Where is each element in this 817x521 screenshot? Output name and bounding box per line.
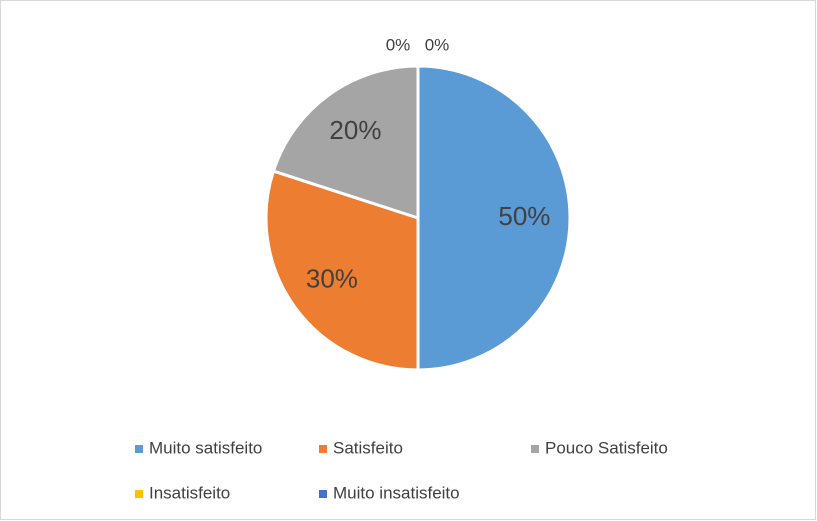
data-label: 50% [498,201,550,231]
pie-slice [416,64,572,372]
legend-label: Muito insatisfeito [333,483,460,502]
legend-swatch [319,445,327,453]
legend-label: Insatisfeito [149,483,230,502]
legend-label: Muito satisfeito [149,438,262,457]
pie-slice [264,169,420,372]
data-label: 20% [329,115,381,145]
data-label: 0% [386,35,411,54]
pie-slice [271,64,420,221]
legend-swatch [135,445,143,453]
data-label: 30% [306,263,358,293]
legend-swatch [135,490,143,498]
legend-swatch [531,445,539,453]
legend-swatch [319,490,327,498]
data-label: 0% [425,35,450,54]
legend-label: Satisfeito [333,438,403,457]
legend-label: Pouco Satisfeito [545,438,668,457]
